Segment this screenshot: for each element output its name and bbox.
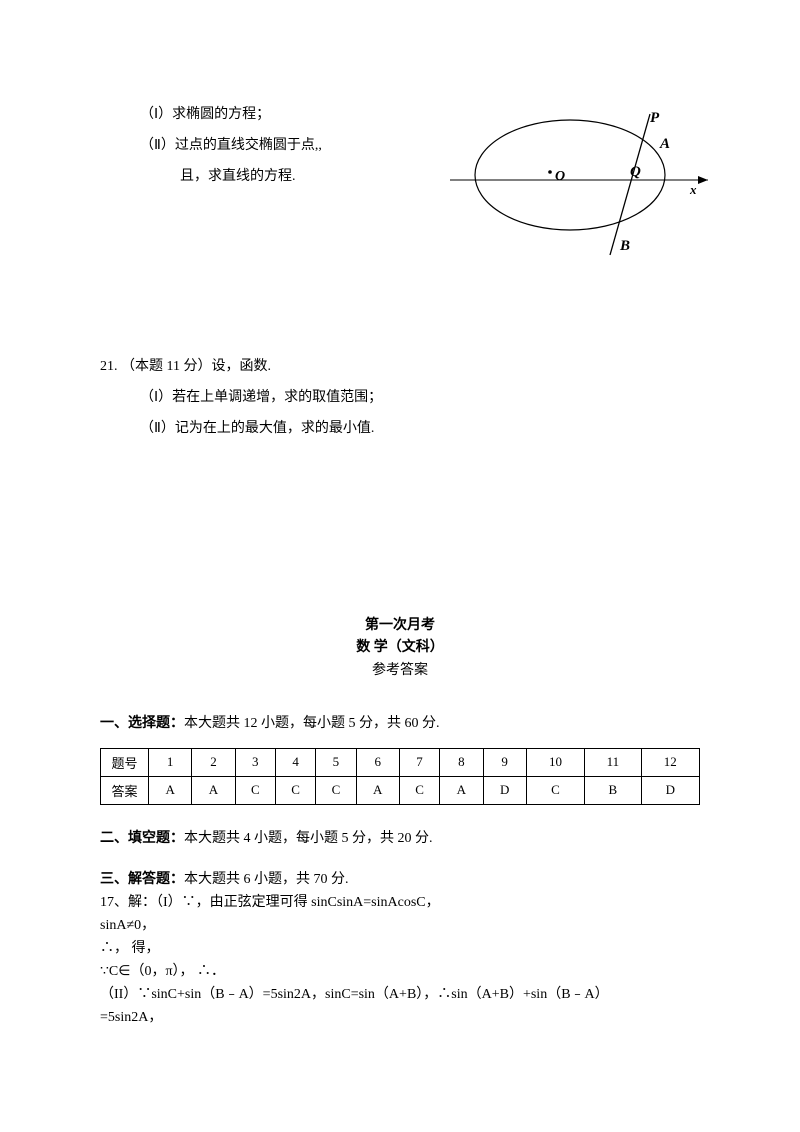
table-cell: 7 — [399, 748, 439, 776]
svg-text:A: A — [659, 136, 670, 152]
sec2-desc: 本大题共 4 小题，每小题 5 分，共 20 分. — [184, 831, 433, 846]
sec1-label: 一、选择题： — [100, 716, 184, 731]
answer-header: 第一次月考 数 学（文科） 参考答案 — [100, 615, 700, 682]
ah-line1: 第一次月考 — [100, 615, 700, 637]
table-cell: 11 — [585, 748, 641, 776]
svg-text:P: P — [650, 110, 660, 126]
sec3-l2: sinA≠0， — [100, 915, 700, 936]
sec2-label: 二、填空题： — [100, 831, 184, 846]
q21-part1: （Ⅰ）若在上单调递增，求的取值范围； — [140, 383, 700, 414]
table-cell: A — [356, 776, 399, 804]
sec3-l6: =5sin2A， — [100, 1007, 700, 1028]
svg-text:Q: Q — [630, 164, 641, 180]
table-cell: D — [483, 776, 526, 804]
answer-table: 题号123456789101112 答案AACCCACADCBD — [100, 748, 700, 805]
table-cell: 2 — [192, 748, 235, 776]
sec3-desc: 本大题共 6 小题，共 70 分. — [184, 872, 349, 887]
table-cell: 12 — [641, 748, 699, 776]
table-cell: 3 — [235, 748, 275, 776]
table-cell: A — [440, 776, 483, 804]
ah-line2: 数 学（文科） — [100, 637, 700, 659]
table-cell: 5 — [316, 748, 356, 776]
table-cell: 1 — [149, 748, 192, 776]
table-cell: C — [235, 776, 275, 804]
q21-part2: （Ⅱ）记为在上的最大值，求的最小值. — [140, 414, 700, 445]
table-row-header: 题号 — [101, 748, 149, 776]
section3: 三、解答题：本大题共 6 小题，共 70 分. 17、解：（I）∵，由正弦定理可… — [100, 869, 700, 1028]
sec1-desc: 本大题共 12 小题，每小题 5 分，共 60 分. — [184, 716, 440, 731]
table-cell: 8 — [440, 748, 483, 776]
sec3-l5: （II）∵sinC+sin（B﹣A）=5sin2A，sinC=sin（A+B），… — [100, 984, 700, 1005]
sec3-l1: 17、解：（I）∵，由正弦定理可得 sinCsinA=sinAcosC， — [100, 892, 700, 913]
svg-text:B: B — [619, 238, 630, 254]
table-cell: C — [526, 776, 584, 804]
sec3-l4: ∵C∈（0，π）， ∴． — [100, 961, 700, 982]
ah-line3: 参考答案 — [100, 660, 700, 682]
table-cell: A — [149, 776, 192, 804]
table-cell: C — [275, 776, 315, 804]
table-cell: 6 — [356, 748, 399, 776]
table-cell: A — [192, 776, 235, 804]
ellipse-diagram: P A Q B O x — [450, 100, 710, 275]
sec3-label: 三、解答题： — [100, 872, 184, 887]
sec3-l3: ∴， 得， — [100, 938, 700, 959]
section1: 一、选择题：本大题共 12 小题，每小题 5 分，共 60 分. — [100, 712, 700, 732]
table-cell: 4 — [275, 748, 315, 776]
q21-block: 21. （本题 11 分）设，函数. （Ⅰ）若在上单调递增，求的取值范围； （Ⅱ… — [100, 352, 700, 444]
table-cell: D — [641, 776, 699, 804]
svg-text:x: x — [689, 182, 697, 197]
table-cell: C — [316, 776, 356, 804]
section2: 二、填空题：本大题共 4 小题，每小题 5 分，共 20 分. — [100, 827, 700, 847]
q21-head: 21. （本题 11 分）设，函数. — [100, 352, 700, 383]
table-cell: C — [399, 776, 439, 804]
table-cell: 9 — [483, 748, 526, 776]
table-cell: 10 — [526, 748, 584, 776]
table-cell: B — [585, 776, 641, 804]
svg-text:O: O — [555, 169, 565, 184]
table-row-header: 答案 — [101, 776, 149, 804]
